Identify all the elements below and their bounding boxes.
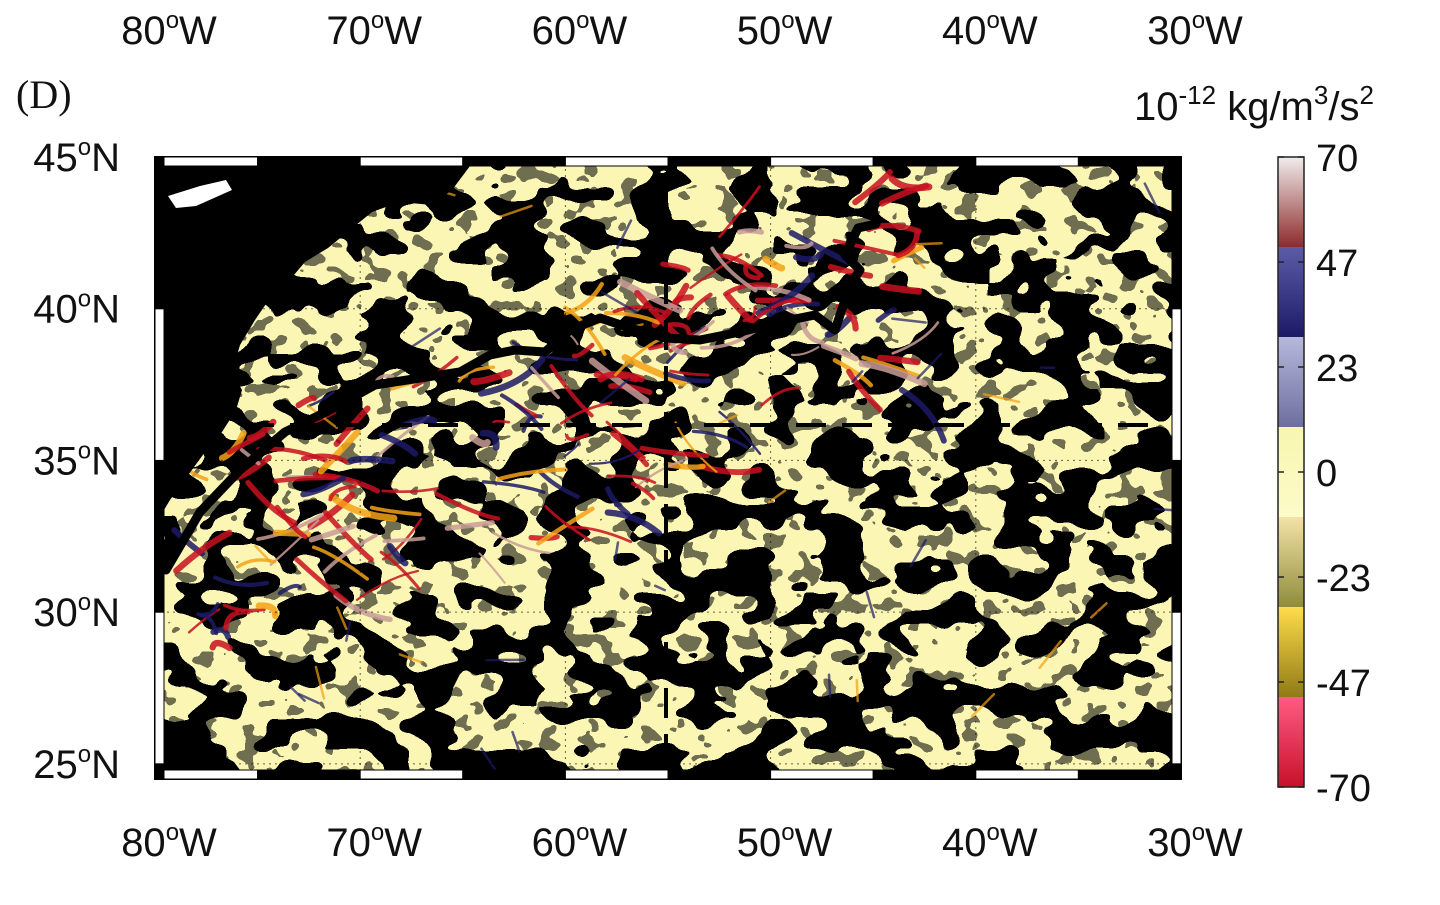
frame-bar-bottom <box>668 770 771 779</box>
panel-label: (D) <box>16 72 72 117</box>
frame-bar-bottom <box>258 770 361 779</box>
lon-label: 70oW <box>326 7 422 53</box>
frame-bar-top <box>258 157 361 166</box>
lon-label: 30oW <box>1147 819 1243 865</box>
frame-bar-right <box>1172 309 1181 461</box>
lon-label: 50oW <box>737 7 833 53</box>
lat-labels: 45oN 40oN 35oN 30oN 25oN <box>33 134 120 787</box>
frame-bar-left <box>155 612 164 764</box>
lat-label: 45oN <box>33 134 120 180</box>
frame-bar-top <box>668 157 771 166</box>
lon-label: 80oW <box>121 819 217 865</box>
frame-bar-right <box>1172 157 1181 309</box>
colorbar-tick-label: 0 <box>1316 453 1337 495</box>
eddy-streak <box>739 231 761 232</box>
lon-label: 50oW <box>737 819 833 865</box>
eddy-streak <box>880 358 917 362</box>
frame-bar-top <box>463 157 566 166</box>
frame-bar-top <box>873 157 976 166</box>
lat-label: 30oN <box>33 589 120 635</box>
colorbar-tick-label: -47 <box>1316 663 1371 705</box>
frame-bar-left <box>155 157 164 309</box>
frame-bar-bottom <box>360 770 463 779</box>
colorbar-tick-label: -70 <box>1316 768 1371 810</box>
frame-bar-left <box>155 460 164 612</box>
colorbar-tick-label: -23 <box>1316 558 1371 600</box>
frame-bar-top <box>976 157 1079 166</box>
colorbar-segment <box>1278 607 1304 698</box>
lon-label: 30oW <box>1147 7 1243 53</box>
frame-bar-top <box>565 157 668 166</box>
lon-labels-bottom: 80oW 70oW 60oW 50oW 40oW 30oW <box>121 819 1243 865</box>
frame-bar-bottom <box>873 770 976 779</box>
lon-label: 40oW <box>942 7 1038 53</box>
frame-bar-left <box>155 309 164 461</box>
colorbar-segment <box>1278 247 1304 338</box>
frame-bar-top <box>360 157 463 166</box>
frame-bar-bottom <box>1078 770 1181 779</box>
frame-bar-bottom <box>463 770 566 779</box>
frame-bar-bottom <box>976 770 1079 779</box>
lon-label: 60oW <box>532 7 628 53</box>
lon-label: 70oW <box>326 819 422 865</box>
eddy-streak <box>883 287 919 292</box>
frame-bar-right <box>1172 460 1181 612</box>
lat-label: 25oN <box>33 741 120 787</box>
frame-bar-right <box>1172 764 1181 779</box>
lat-label: 40oN <box>33 286 120 332</box>
map <box>155 157 1187 779</box>
lon-label: 80oW <box>121 7 217 53</box>
eddy-streak <box>829 675 830 697</box>
frame-bar-right <box>1172 612 1181 764</box>
frame-bar-bottom <box>771 770 874 779</box>
lon-labels-top: 80oW 70oW 60oW 50oW 40oW 30oW <box>121 7 1243 53</box>
frame-bar-top <box>155 157 258 166</box>
colorbar-tick-label: 47 <box>1316 243 1358 285</box>
frame-bar-top <box>1078 157 1181 166</box>
colorbar-tick-label: 70 <box>1316 138 1358 180</box>
eddy-streak <box>494 421 509 423</box>
eddy-streak <box>487 660 524 661</box>
eddy-streak <box>857 680 858 701</box>
colorbar-segment <box>1278 697 1304 788</box>
lon-label: 40oW <box>942 819 1038 865</box>
colorbar-segment <box>1278 337 1304 428</box>
lon-label: 60oW <box>532 819 628 865</box>
frame-bar-bottom <box>565 770 668 779</box>
frame-bar-top <box>771 157 874 166</box>
eddy-streak <box>916 243 941 244</box>
frame-bar-left <box>155 764 164 779</box>
colorbar-segment <box>1278 157 1304 248</box>
colorbar-unit: 10-12 kg/m3/s2 <box>1134 80 1374 129</box>
lat-label: 35oN <box>33 437 120 483</box>
frame-bar-bottom <box>155 770 258 779</box>
colorbar-segment <box>1278 517 1304 608</box>
colorbar-tick-label: 23 <box>1316 348 1358 390</box>
